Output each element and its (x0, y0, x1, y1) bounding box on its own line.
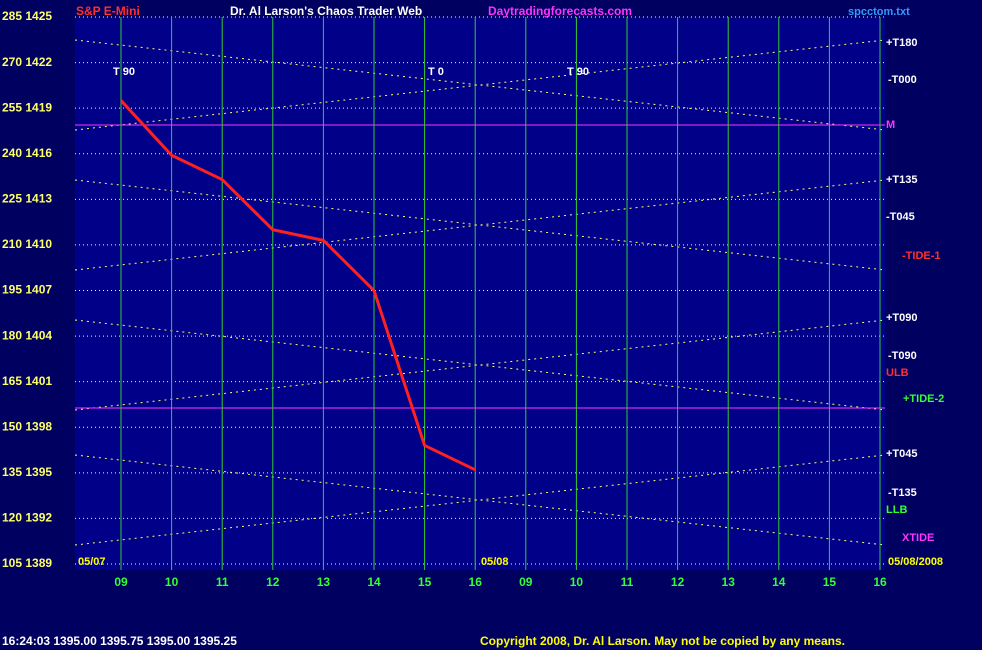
file-name: spcctom.txt (848, 6, 910, 18)
annotation: +T045 (886, 448, 918, 460)
annotation: -T135 (888, 487, 917, 499)
y-tick-label: 150 1398 (2, 419, 52, 433)
x-tick-label: 10 (165, 575, 179, 589)
annotation: -T000 (888, 74, 917, 86)
annotation: T 90 (113, 66, 135, 78)
y-tick-label: 225 1413 (2, 192, 52, 206)
plot-area (75, 17, 885, 570)
copyright: Copyright 2008, Dr. Al Larson. May not b… (480, 634, 845, 648)
annotation: -TIDE-1 (902, 250, 941, 262)
x-tick-label: 10 (570, 575, 584, 589)
annotation: +T180 (886, 37, 918, 49)
x-tick-label: 12 (266, 575, 280, 589)
x-tick-label: 16 (873, 575, 887, 589)
annotation: XTIDE (902, 532, 934, 544)
annotation: +TIDE-2 (903, 393, 944, 405)
chart-title: Dr. Al Larson's Chaos Trader Web (230, 4, 422, 18)
annotation: T 90 (567, 66, 589, 78)
x-tick-label: 13 (317, 575, 331, 589)
y-tick-label: 270 1422 (2, 55, 52, 69)
y-tick-label: 180 1404 (2, 328, 52, 342)
annotation: 05/08/2008 (888, 556, 943, 568)
annotation: T 0 (428, 66, 444, 78)
annotation: LLB (886, 504, 907, 516)
quote-line: 16:24:03 1395.00 1395.75 1395.00 1395.25 (2, 634, 237, 648)
y-tick-label: 195 1407 (2, 283, 52, 297)
x-tick-label: 15 (418, 575, 432, 589)
y-tick-label: 255 1419 (2, 100, 52, 114)
x-tick-label: 15 (823, 575, 837, 589)
instrument: S&P E-Mini (76, 4, 140, 18)
y-tick-label: 210 1410 (2, 237, 52, 251)
y-tick-label: 240 1416 (2, 146, 52, 160)
y-tick-label: 105 1389 (2, 556, 52, 570)
price-line (119, 99, 476, 472)
x-tick-label: 11 (216, 575, 229, 589)
y-tick-label: 285 1425 (2, 9, 52, 23)
x-tick-label: 13 (722, 575, 736, 589)
annotation: -T090 (888, 350, 917, 362)
site: Daytradingforecasts.com (488, 4, 632, 18)
x-tick-label: 11 (621, 575, 634, 589)
x-tick-label: 16 (469, 575, 483, 589)
annotation: ULB (886, 367, 909, 379)
annotation: -T045 (886, 211, 915, 223)
annotation: 05/08 (481, 556, 509, 568)
x-tick-label: 09 (114, 575, 128, 589)
annotation: +T090 (886, 312, 918, 324)
x-tick-label: 12 (671, 575, 685, 589)
y-tick-label: 135 1395 (2, 465, 52, 479)
magenta-levels (75, 124, 885, 409)
x-tick-label: 09 (519, 575, 533, 589)
x-tick-label: 14 (772, 575, 786, 589)
annotation: 05/07 (78, 556, 106, 568)
y-tick-label: 120 1392 (2, 511, 52, 525)
geometry-lines (74, 39, 886, 546)
x-tick-label: 14 (367, 575, 381, 589)
annotation: +T135 (886, 174, 918, 186)
annotation: M (886, 119, 895, 131)
y-tick-label: 165 1401 (2, 374, 52, 388)
